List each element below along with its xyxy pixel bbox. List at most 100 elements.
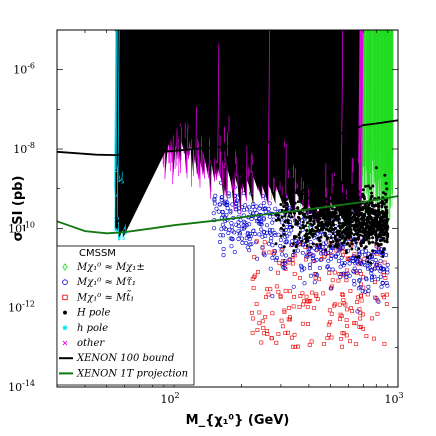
Hpole-point [349,212,353,216]
Hpole-point [377,204,381,208]
stop-point [298,294,303,298]
Hpole-point [348,234,352,238]
Hpole-point [290,200,294,204]
stau-point [312,258,317,263]
Hpole-point [321,194,325,198]
stop-point [306,299,311,304]
Hpole-point [337,221,341,225]
stop-point [274,284,279,289]
Hpole-point [316,220,320,224]
stau-point [225,200,230,205]
Hpole-point [274,218,278,222]
Hpole-point [296,207,300,210]
stau-point [353,261,358,266]
Hpole-point [360,208,364,212]
Hpole-point [386,233,390,237]
Hpole-point [332,228,336,232]
stop-point [279,318,284,323]
stau-point [260,245,265,250]
stau-point [280,261,285,266]
stau-point [362,289,367,294]
stau-point [261,201,266,206]
stau-point [237,209,242,214]
stop-point [288,289,293,294]
Hpole-point [333,244,337,248]
legend-label: h pole [77,323,108,334]
Hpole-point [367,219,371,223]
Hpole-point [364,210,368,214]
Hpole-point [314,203,318,207]
stau-point [212,201,217,206]
Hpole-point [338,213,342,216]
stop-point [270,311,275,316]
Hpole-point [344,217,348,221]
Hpole-point [311,235,315,238]
stau-point [344,275,349,280]
stau-point [379,284,384,289]
legend-label: H pole [76,308,111,319]
stau-point [333,255,338,260]
Hpole-point [375,238,379,242]
stop-point [321,291,326,296]
stau-point [352,266,357,271]
Hpole-point [334,201,337,205]
Hpole-point [290,215,294,219]
Hpole-point [310,198,314,202]
stau-point [240,240,245,245]
Hpole-point [381,250,384,254]
Hpole-point [371,236,375,240]
Hpole-point [336,194,340,197]
stau-point [285,234,290,239]
stop-point [259,340,264,345]
legend-marker-swatch [62,325,68,331]
Hpole-point [362,214,366,217]
stop-point [260,319,265,324]
Hpole-point [351,224,354,228]
stop-point [261,325,266,330]
stop-point [283,331,288,336]
stau-point [321,241,326,246]
stop-point [292,332,297,337]
stau-point [228,208,233,213]
Hpole-point [299,190,303,194]
stau-point [357,278,362,283]
stau-point [369,268,374,273]
stau-point [229,224,234,229]
stau-point [366,288,371,293]
Hpole-point [279,203,283,206]
Hpole-point [367,214,371,218]
stau-point [378,274,383,279]
stau-point [362,260,367,265]
stau-point [318,257,323,262]
Hpole-point [364,207,368,210]
Hpole-point [358,208,361,212]
stop-point [358,282,363,287]
Hpole-point [323,231,327,235]
stau-point [339,271,344,276]
stop-point [375,298,380,303]
stau-point [221,233,226,238]
stau-point [281,265,286,270]
stau-point [253,215,258,220]
Hpole-point [312,202,316,206]
legend-entry-xenon100: XENON 100 bound [59,353,174,364]
Hpole-point [321,216,325,220]
Hpole-point [294,219,298,223]
stau-point [365,263,370,268]
Hpole-point [296,215,300,219]
stau-point [338,247,343,252]
stau-point [376,299,381,304]
stau-point [219,197,224,202]
stop-point [310,290,315,295]
Hpole-point [382,224,386,228]
stau-point [362,252,367,257]
stop-point [373,265,378,270]
Hpole-point [371,184,375,188]
Hpole-point [317,204,321,207]
stop-point [265,332,270,337]
Hpole-point [315,243,319,247]
Hpole-point [285,197,289,201]
stau-point [360,249,365,254]
stop-point [340,293,345,298]
